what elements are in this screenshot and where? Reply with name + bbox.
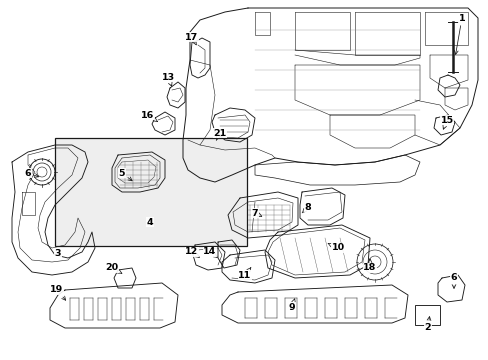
Text: 6: 6: [450, 274, 456, 288]
Text: 4: 4: [146, 217, 153, 226]
Bar: [55, 138, 246, 246]
Text: 3: 3: [55, 248, 61, 257]
Text: 7: 7: [251, 208, 261, 217]
Text: 6: 6: [24, 168, 39, 177]
Text: 12: 12: [185, 248, 199, 257]
Text: 16: 16: [141, 111, 157, 122]
Text: 11: 11: [238, 268, 251, 279]
Text: 21: 21: [213, 129, 226, 140]
Text: 10: 10: [327, 243, 344, 252]
Text: 2: 2: [424, 316, 430, 333]
Text: 1: 1: [453, 14, 465, 54]
Text: 13: 13: [161, 72, 174, 86]
Text: 20: 20: [105, 264, 122, 273]
Text: 18: 18: [363, 259, 376, 273]
Text: 19: 19: [50, 285, 65, 300]
Text: 5: 5: [119, 168, 132, 181]
Text: 17: 17: [185, 32, 198, 45]
Text: 9: 9: [288, 299, 295, 311]
Text: 15: 15: [440, 116, 453, 129]
Text: 14: 14: [203, 248, 217, 257]
Text: 8: 8: [302, 202, 311, 213]
Bar: [414, 305, 439, 325]
